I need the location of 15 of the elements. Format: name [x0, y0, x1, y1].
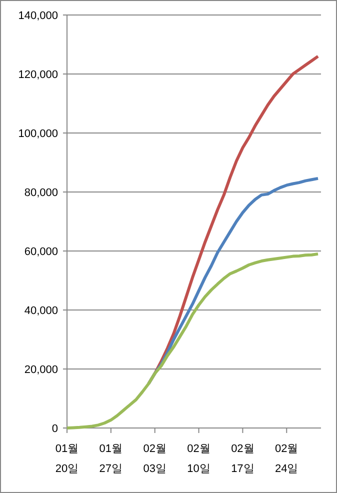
- y-tick-label: 40,000: [24, 305, 58, 317]
- x-tick-label: 01월 27일: [99, 443, 123, 475]
- line-series: [66, 252, 320, 430]
- x-tick-label: 02월 10일: [187, 443, 210, 475]
- y-tick-label: 0: [52, 423, 58, 435]
- x-tick-label: 02월 03일: [143, 443, 166, 475]
- y-tick-label: 140,000: [18, 10, 58, 22]
- y-tick-label: 60,000: [24, 246, 58, 258]
- y-tick-label: 100,000: [18, 128, 58, 140]
- y-tick-label: 20,000: [24, 364, 58, 376]
- x-tick-label: 02월 17일: [231, 443, 254, 475]
- y-tick-label: 120,000: [18, 69, 58, 81]
- y-tick-label: 80,000: [24, 187, 58, 199]
- x-tick-label: 02월 24일: [275, 443, 298, 475]
- x-tick-label: 01월 20일: [55, 443, 79, 475]
